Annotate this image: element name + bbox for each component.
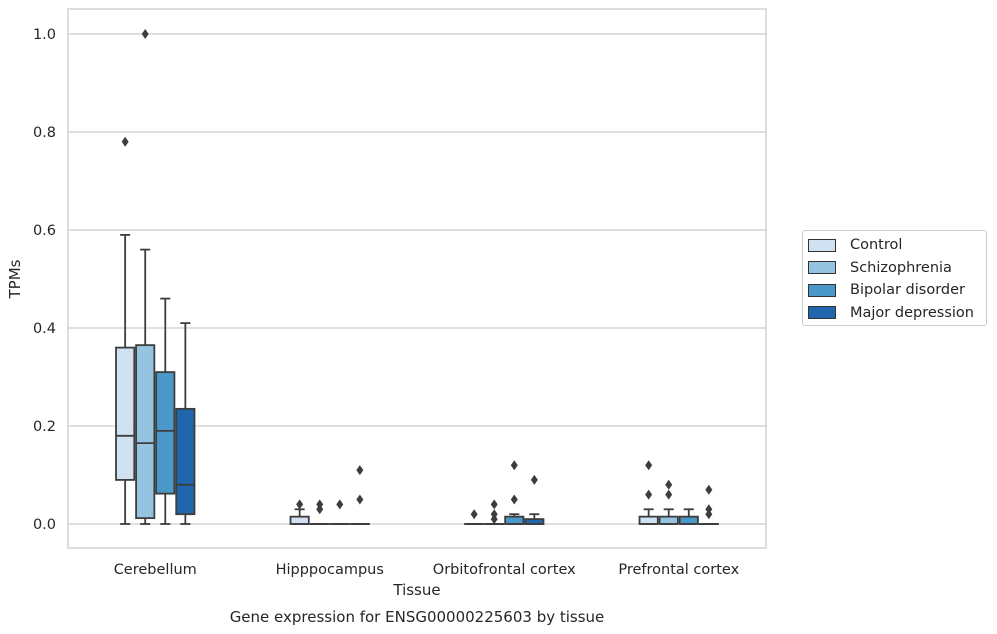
y-tick-label: 1.0 (33, 27, 56, 43)
legend-swatch (808, 238, 836, 252)
y-tick-label: 0.2 (33, 419, 56, 435)
box (349, 465, 370, 526)
box (115, 136, 136, 525)
legend-swatch (808, 283, 836, 297)
box-body (135, 344, 156, 520)
box (309, 499, 330, 526)
box-body (678, 515, 699, 525)
legend: Control Schizophrenia Bipolar disorder Majo… (802, 230, 987, 326)
outlier-point (141, 29, 149, 39)
outlier-point (705, 504, 713, 515)
x-tick-label: Prefrontal cortex (618, 562, 739, 578)
outlier-point (490, 499, 498, 510)
outlier-point (665, 489, 673, 500)
box (504, 460, 525, 525)
box (329, 499, 350, 526)
box (289, 499, 310, 525)
x-tick-label: Cerebellum (114, 562, 197, 578)
legend-label: Major depression (850, 304, 974, 321)
box-body (638, 515, 659, 525)
outlier-point (530, 474, 538, 485)
x-tick-labels: Cerebellum Hipppocampus Orbitofrontal cort… (114, 562, 740, 578)
plot-frame (67, 8, 767, 549)
outlier-point (336, 499, 344, 510)
box (135, 29, 156, 525)
x-axis-label: Tissue (392, 581, 440, 599)
chart-title: Gene expression for ENSG00000225603 by t… (230, 608, 605, 626)
box-body (504, 515, 525, 525)
outlier-point (296, 499, 304, 510)
legend-swatch (808, 261, 836, 274)
legend-label: Schizophrenia (850, 259, 952, 276)
box-body (289, 515, 310, 525)
box (678, 508, 699, 525)
box-body (658, 515, 679, 525)
y-axis-label: TPMs (6, 259, 24, 299)
x-tick-label: Hipppocampus (276, 562, 384, 578)
y-tick-label: 0.8 (33, 125, 56, 141)
legend-item: Major depression (808, 303, 974, 323)
legend-item: Control (808, 235, 902, 255)
y-tick-label: 0.4 (33, 321, 56, 337)
outlier-point (356, 494, 364, 505)
box-body (175, 407, 196, 516)
y-tick-label: 0.6 (33, 223, 56, 239)
outlier-point (510, 494, 518, 505)
outlier-point (645, 489, 653, 500)
box (658, 479, 679, 525)
outlier-point (510, 460, 518, 471)
box (524, 474, 545, 525)
box (638, 460, 659, 525)
outlier-point (645, 460, 653, 471)
box-body (115, 346, 136, 481)
x-tick-label: Orbitofrontal cortex (433, 562, 576, 578)
legend-item: Bipolar disorder (808, 280, 965, 300)
outlier-point (316, 499, 324, 510)
box-body (155, 371, 176, 495)
box (464, 509, 485, 526)
box (484, 499, 505, 526)
boxes (115, 29, 719, 526)
box (698, 484, 719, 526)
legend-swatch (808, 306, 836, 319)
legend-item: Schizophrenia (808, 258, 952, 278)
box (155, 297, 176, 525)
outlier-point (490, 509, 498, 520)
y-tick-labels: 0.0 0.2 0.4 0.6 0.8 1.0 (33, 27, 56, 533)
outlier-point (470, 509, 478, 520)
outlier-point (356, 465, 364, 476)
outlier-point (705, 484, 713, 495)
y-tick-label: 0.0 (33, 517, 56, 533)
legend-label: Bipolar disorder (850, 282, 965, 298)
box (175, 322, 196, 525)
outlier-point (665, 479, 673, 490)
outlier-point (121, 136, 129, 147)
legend-label: Control (850, 237, 903, 253)
